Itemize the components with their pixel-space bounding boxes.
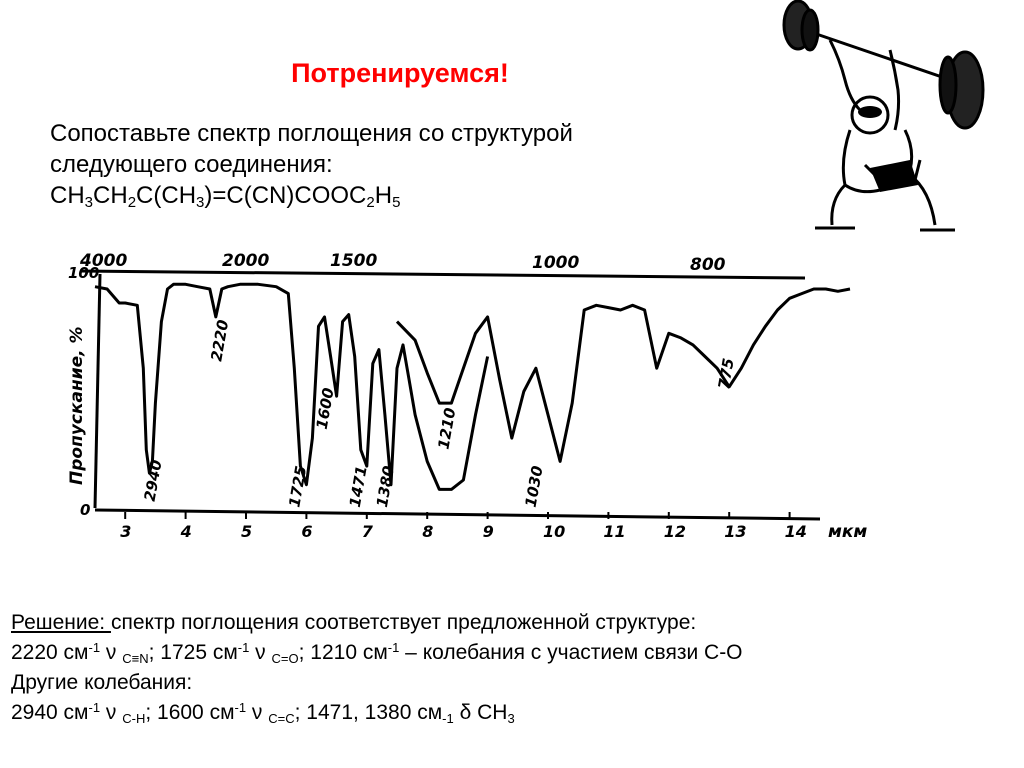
spectrum-line-1 <box>94 282 490 491</box>
task-line-1: Сопоставьте спектр поглощения со структу… <box>50 120 573 147</box>
x-tick-label: 5 <box>241 522 252 541</box>
x-tick-label: 11 <box>603 522 625 541</box>
y-axis-label: Пропускание, % <box>67 326 87 485</box>
top-wavenumber-scale: 4000 2000 1500 1000 800 <box>79 251 726 275</box>
solution-line-4: 2940 см-1 ν C-H; 1600 см-1 ν C=C; 1471, … <box>11 700 515 726</box>
top-tick-label: 800 <box>690 255 726 275</box>
peak-label: 1380 <box>373 464 398 508</box>
solution-line-1: Решение: спектр поглощения соответствует… <box>11 611 697 634</box>
peak-label: 775 <box>715 357 738 391</box>
peak-label: 1030 <box>522 464 547 508</box>
peak-label: 1725 <box>285 464 310 508</box>
x-tick-label: 3 <box>120 522 131 541</box>
solution-line-2: 2220 см-1 ν C≡N; 1725 см-1 ν C=O; 1210 с… <box>11 640 743 666</box>
x-tick-label: 6 <box>301 522 312 541</box>
top-axis-line <box>79 269 806 280</box>
peak-labels: 2940 2220 1725 1600 1471 1380 1210 1030 775 <box>141 318 738 508</box>
peak-label: 2220 <box>207 318 232 362</box>
y-tick-0: 0 <box>80 501 90 519</box>
y-tick-100: 100 <box>68 264 99 282</box>
solution-label: Решение: <box>11 611 111 634</box>
top-tick-label: 1000 <box>532 253 579 273</box>
peak-label: 1600 <box>313 386 338 430</box>
top-tick-label: 1500 <box>330 251 377 271</box>
top-tick-label: 2000 <box>222 251 269 271</box>
x-tick-label: 9 <box>483 522 494 541</box>
x-tick-label: 10 <box>543 522 565 541</box>
x-axis-ticks: 3 4 5 6 7 8 9 10 11 12 13 14 <box>120 512 807 541</box>
task-line-2: следующего соединения: <box>50 151 333 178</box>
top-tick-label: 4000 <box>79 251 127 271</box>
slide-title: Потренируемся! <box>291 58 509 88</box>
peak-label: 1210 <box>434 406 459 450</box>
weightlifter-illustration <box>782 0 985 232</box>
x-tick-label: 13 <box>724 522 746 541</box>
x-tick-label: 8 <box>422 522 433 541</box>
bottom-axis-line <box>94 508 821 521</box>
x-tick-label: 7 <box>362 522 374 541</box>
chemical-formula: CH3CH2C(CH3)=C(CN)COOC2H5 <box>50 182 401 211</box>
x-tick-label: 12 <box>664 522 686 541</box>
peak-label: 2940 <box>141 458 166 502</box>
x-tick-label: 4 <box>180 522 192 541</box>
x-axis-unit-label: мкм <box>828 522 867 542</box>
y-axis-line <box>93 273 102 509</box>
task-text: Сопоставьте спектр поглощения со структу… <box>50 118 573 211</box>
solution-line-3: Другие колебания: <box>11 671 193 694</box>
spectrum-series <box>94 282 851 491</box>
spectrum-line-2 <box>395 287 851 463</box>
x-tick-label: 14 <box>785 522 807 541</box>
peak-label: 1471 <box>346 464 371 508</box>
solution-text: Решение: спектр поглощения соответствует… <box>11 608 1021 728</box>
ir-spectrum-chart: 4000 2000 1500 1000 800 100 0 Пропускани… <box>67 251 867 542</box>
